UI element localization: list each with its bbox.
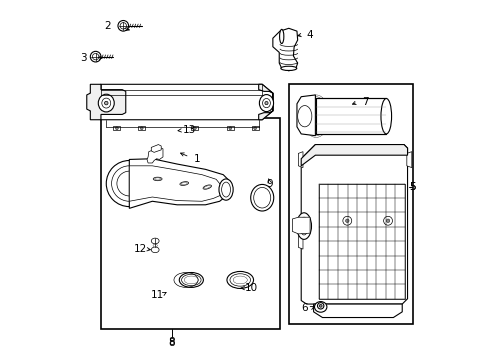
Polygon shape [258, 84, 272, 120]
Ellipse shape [380, 99, 391, 134]
Text: 9: 9 [265, 179, 272, 189]
Polygon shape [298, 152, 303, 168]
Text: 10: 10 [244, 283, 258, 293]
Text: 3: 3 [80, 53, 86, 63]
Ellipse shape [219, 179, 233, 200]
Bar [138, 126, 145, 130]
Polygon shape [129, 159, 230, 208]
Ellipse shape [262, 99, 270, 108]
Text: 5: 5 [409, 182, 415, 192]
Polygon shape [298, 233, 303, 249]
Text: 8: 8 [168, 337, 175, 347]
Ellipse shape [118, 21, 128, 31]
Ellipse shape [181, 274, 201, 285]
Polygon shape [151, 145, 161, 152]
Bar [191, 126, 198, 130]
Text: 7: 7 [361, 97, 367, 107]
Ellipse shape [193, 127, 196, 130]
Ellipse shape [297, 105, 311, 127]
Polygon shape [129, 166, 222, 201]
Ellipse shape [221, 182, 230, 197]
Ellipse shape [264, 102, 267, 105]
Ellipse shape [106, 161, 152, 207]
Polygon shape [296, 95, 315, 136]
Ellipse shape [111, 166, 147, 201]
Ellipse shape [151, 238, 159, 244]
Ellipse shape [153, 177, 162, 181]
Text: 12: 12 [133, 244, 146, 254]
Ellipse shape [314, 302, 326, 312]
Ellipse shape [154, 178, 161, 180]
Ellipse shape [90, 51, 101, 62]
Ellipse shape [345, 219, 348, 222]
Polygon shape [90, 84, 272, 120]
Ellipse shape [280, 66, 296, 71]
Ellipse shape [92, 54, 99, 60]
Ellipse shape [180, 182, 188, 185]
Ellipse shape [386, 219, 389, 222]
Ellipse shape [115, 127, 118, 130]
Ellipse shape [296, 213, 311, 239]
Polygon shape [315, 99, 386, 134]
Ellipse shape [117, 171, 142, 196]
Ellipse shape [317, 303, 323, 309]
Bar [101, 118, 279, 329]
Ellipse shape [279, 30, 283, 44]
Ellipse shape [259, 95, 273, 112]
Text: 6: 6 [301, 303, 307, 312]
Ellipse shape [179, 273, 203, 287]
Polygon shape [147, 147, 163, 163]
Ellipse shape [250, 184, 273, 211]
Bar [113, 126, 120, 130]
Ellipse shape [98, 94, 114, 112]
Ellipse shape [308, 103, 323, 130]
Bar [318, 184, 404, 299]
Bar [288, 84, 412, 324]
Ellipse shape [102, 98, 110, 108]
Polygon shape [313, 304, 402, 318]
Ellipse shape [228, 127, 231, 130]
Bar [251, 126, 258, 130]
Ellipse shape [253, 188, 270, 208]
Polygon shape [292, 217, 309, 234]
Text: 13: 13 [183, 125, 196, 135]
Ellipse shape [181, 183, 187, 185]
Ellipse shape [302, 224, 305, 228]
Polygon shape [272, 28, 297, 71]
Ellipse shape [342, 216, 351, 225]
Ellipse shape [184, 276, 198, 284]
Ellipse shape [253, 127, 256, 130]
Ellipse shape [120, 23, 126, 29]
Polygon shape [301, 145, 407, 166]
Ellipse shape [383, 216, 392, 225]
Ellipse shape [229, 274, 250, 286]
Ellipse shape [153, 244, 157, 247]
Text: 4: 4 [306, 30, 313, 40]
Ellipse shape [203, 185, 211, 189]
Ellipse shape [204, 186, 210, 189]
Ellipse shape [140, 127, 143, 130]
Polygon shape [86, 84, 125, 120]
Ellipse shape [151, 247, 159, 253]
Text: 1: 1 [193, 154, 200, 164]
Text: 5: 5 [409, 182, 415, 192]
Text: 8: 8 [168, 338, 175, 348]
Ellipse shape [226, 271, 253, 288]
Ellipse shape [299, 217, 308, 235]
Polygon shape [301, 145, 407, 304]
Polygon shape [406, 152, 411, 168]
Text: 2: 2 [104, 21, 111, 31]
Ellipse shape [319, 305, 322, 307]
Ellipse shape [104, 101, 108, 105]
Bar [226, 126, 233, 130]
Ellipse shape [305, 99, 325, 134]
Text: 11: 11 [151, 290, 164, 300]
Ellipse shape [233, 276, 247, 284]
